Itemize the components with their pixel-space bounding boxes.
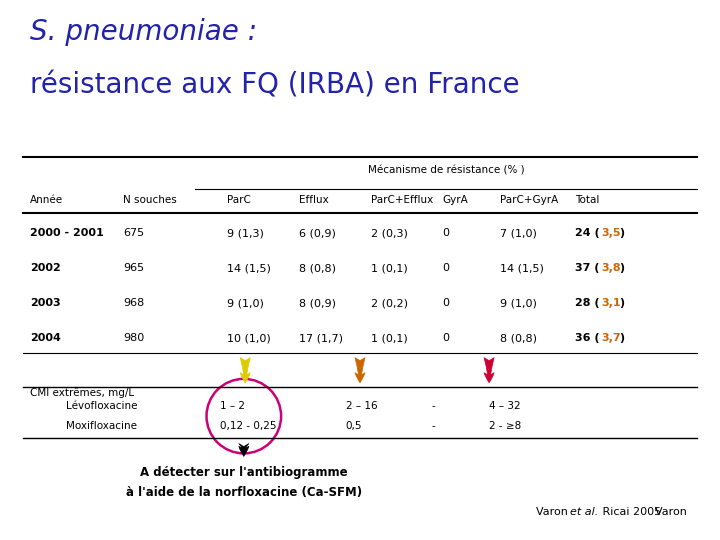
Text: 8 (0,8): 8 (0,8) [500, 333, 537, 343]
Text: Moxifloxacine: Moxifloxacine [66, 421, 137, 431]
Text: Varon: Varon [654, 508, 690, 517]
Text: 2 (0,2): 2 (0,2) [371, 298, 408, 308]
Text: 17 (1,7): 17 (1,7) [299, 333, 343, 343]
Text: Mécanisme de résistance (% ): Mécanisme de résistance (% ) [368, 166, 524, 176]
Text: Ricai 2005: Ricai 2005 [599, 508, 661, 517]
Text: A détecter sur l'antibiogramme: A détecter sur l'antibiogramme [140, 466, 348, 479]
Text: -: - [432, 401, 436, 411]
Text: CMI extrêmes, mg/L: CMI extrêmes, mg/L [30, 387, 134, 398]
Text: Total: Total [575, 195, 600, 205]
Text: 3,8: 3,8 [601, 264, 621, 273]
Text: 8 (0,9): 8 (0,9) [299, 298, 336, 308]
Text: ): ) [619, 333, 624, 343]
Text: 2 - ≥8: 2 - ≥8 [489, 421, 521, 431]
Text: 14 (1,5): 14 (1,5) [228, 264, 271, 273]
Text: ParC: ParC [228, 195, 251, 205]
Text: 28 (: 28 ( [575, 298, 600, 308]
Text: 36 (: 36 ( [575, 333, 600, 343]
Text: résistance aux FQ (IRBA) en France: résistance aux FQ (IRBA) en France [30, 71, 520, 99]
Text: -: - [432, 421, 436, 431]
Text: 980: 980 [123, 333, 145, 343]
Text: 4 – 32: 4 – 32 [489, 401, 521, 411]
Text: 0: 0 [443, 228, 449, 239]
Text: 2004: 2004 [30, 333, 61, 343]
Text: 2 – 16: 2 – 16 [346, 401, 377, 411]
Text: 0: 0 [443, 264, 449, 273]
Text: 3,1: 3,1 [601, 298, 621, 308]
Text: 8 (0,8): 8 (0,8) [299, 264, 336, 273]
Text: Varon: Varon [536, 508, 571, 517]
Text: 9 (1,0): 9 (1,0) [500, 298, 536, 308]
Text: 0,5: 0,5 [346, 421, 362, 431]
Text: 24 (: 24 ( [575, 228, 600, 239]
Text: ParC+Efflux: ParC+Efflux [371, 195, 433, 205]
Text: 10 (1,0): 10 (1,0) [228, 333, 271, 343]
Text: 7 (1,0): 7 (1,0) [500, 228, 536, 239]
Text: 2 (0,3): 2 (0,3) [371, 228, 408, 239]
Text: S. pneumoniae :: S. pneumoniae : [30, 17, 257, 45]
Text: GyrA: GyrA [443, 195, 468, 205]
Text: 37 (: 37 ( [575, 264, 600, 273]
Text: Année: Année [30, 195, 63, 205]
Text: 0: 0 [443, 298, 449, 308]
Text: ): ) [619, 298, 624, 308]
Text: 3,7: 3,7 [601, 333, 621, 343]
Text: 3,5: 3,5 [601, 228, 621, 239]
Text: 1 – 2: 1 – 2 [220, 401, 245, 411]
Text: 2002: 2002 [30, 264, 60, 273]
Text: 9 (1,0): 9 (1,0) [228, 298, 264, 308]
Text: 675: 675 [123, 228, 145, 239]
Text: 965: 965 [123, 264, 145, 273]
Text: 9 (1,3): 9 (1,3) [228, 228, 264, 239]
Text: 968: 968 [123, 298, 145, 308]
Text: 0: 0 [443, 333, 449, 343]
Text: 6 (0,9): 6 (0,9) [299, 228, 336, 239]
Text: à l'aide de la norfloxacine (Ca-SFM): à l'aide de la norfloxacine (Ca-SFM) [126, 486, 362, 499]
Text: et al.: et al. [570, 508, 598, 517]
Text: Lévofloxacine: Lévofloxacine [66, 401, 138, 411]
Text: ParC+GyrA: ParC+GyrA [500, 195, 558, 205]
Text: N souches: N souches [123, 195, 177, 205]
Text: ): ) [619, 228, 624, 239]
Text: 1 (0,1): 1 (0,1) [371, 333, 408, 343]
Text: 1 (0,1): 1 (0,1) [371, 264, 408, 273]
Text: 0,12 - 0,25: 0,12 - 0,25 [220, 421, 276, 431]
Text: 14 (1,5): 14 (1,5) [500, 264, 544, 273]
Text: Efflux: Efflux [299, 195, 329, 205]
Text: 2000 - 2001: 2000 - 2001 [30, 228, 104, 239]
Text: ): ) [619, 264, 624, 273]
Text: 2003: 2003 [30, 298, 60, 308]
